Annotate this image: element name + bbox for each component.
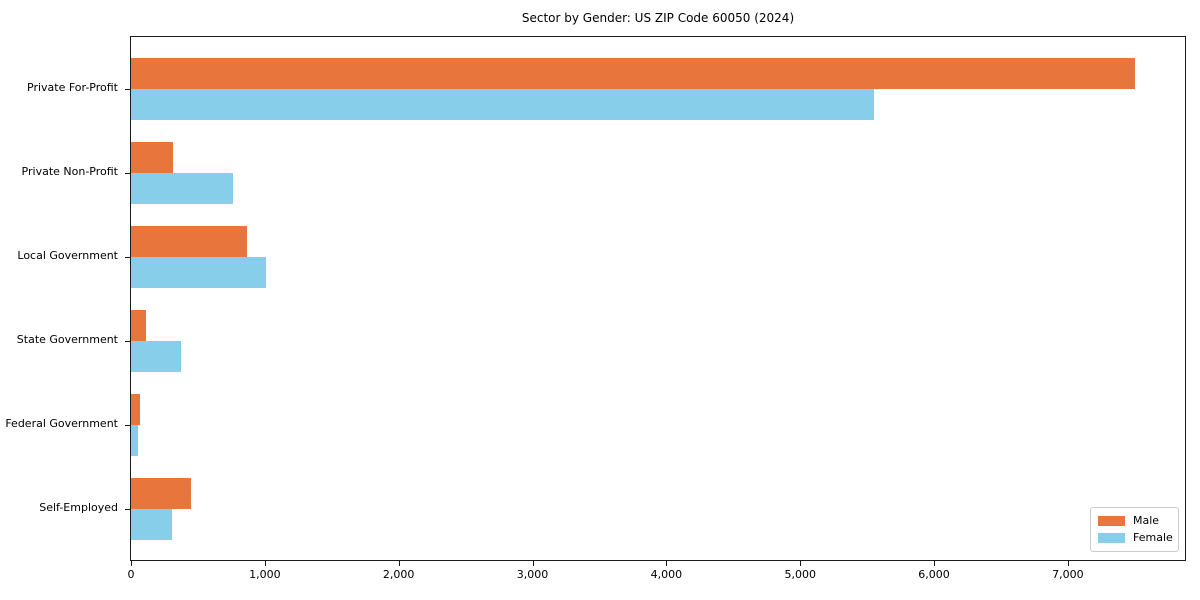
x-tick-5 bbox=[666, 560, 668, 566]
x-tick-label-2: 1,000 bbox=[249, 568, 281, 581]
x-tick-label-8: 7,000 bbox=[1052, 568, 1084, 581]
x-tick-8 bbox=[1067, 560, 1069, 566]
male-legend-swatch bbox=[1098, 516, 1125, 526]
x-tick-label-6: 5,000 bbox=[784, 568, 816, 581]
bar-female-2 bbox=[131, 173, 233, 204]
legend-row-female: Female bbox=[1098, 531, 1173, 544]
bar-female-3 bbox=[131, 257, 267, 288]
x-tick-label-5: 4,000 bbox=[650, 568, 683, 581]
bar-male-4 bbox=[131, 310, 146, 341]
female-legend-swatch bbox=[1098, 533, 1125, 543]
y-tick-4 bbox=[125, 341, 130, 342]
y-tick-1 bbox=[125, 89, 130, 90]
x-tick-label-7: 6,000 bbox=[918, 568, 950, 581]
x-tick-label-3: 2,000 bbox=[382, 568, 415, 581]
y-label-2: Private Non-Profit bbox=[21, 165, 118, 178]
legend: Male Female bbox=[1090, 507, 1179, 552]
y-tick-3 bbox=[125, 257, 130, 258]
chart-title: Sector by Gender: US ZIP Code 60050 (202… bbox=[521, 11, 795, 25]
bar-female-5 bbox=[131, 425, 139, 456]
bar-male-2 bbox=[131, 142, 174, 173]
bar-female-6 bbox=[131, 509, 173, 540]
bar-female-4 bbox=[131, 341, 182, 372]
legend-row-male: Male bbox=[1098, 515, 1171, 527]
x-tick-label-4: 3,000 bbox=[516, 568, 549, 581]
x-tick-3 bbox=[398, 560, 400, 566]
bar-male-6 bbox=[131, 478, 191, 509]
plot-area: Male Female 0 1,000 2,000 3,000 4,000 5,000 6,… bbox=[125, 36, 1186, 581]
y-label-4: State Government bbox=[16, 333, 118, 346]
bar-male-5 bbox=[131, 394, 141, 425]
y-axis-labels: Private For-Profit Private Non-Profit Loca… bbox=[0, 36, 122, 561]
y-label-6: Self-Employed bbox=[39, 501, 118, 514]
y-tick-2 bbox=[125, 173, 130, 174]
x-tick-label-1: 0 bbox=[127, 568, 135, 581]
y-label-5: Federal Government bbox=[5, 417, 118, 430]
x-tick-6 bbox=[800, 560, 802, 566]
male-legend-label: Male bbox=[1133, 514, 1160, 527]
female-legend-label: Female bbox=[1133, 531, 1173, 544]
x-tick-2 bbox=[264, 560, 266, 566]
bar-male-3 bbox=[131, 226, 248, 257]
y-label-1: Private For-Profit bbox=[27, 81, 118, 94]
bar-male-1 bbox=[131, 58, 1135, 89]
y-label-3: Local Government bbox=[17, 249, 118, 262]
y-tick-5 bbox=[125, 425, 130, 426]
x-tick-4 bbox=[532, 560, 534, 566]
x-tick-1 bbox=[131, 560, 132, 566]
x-tick-7 bbox=[934, 560, 936, 566]
bar-female-1 bbox=[131, 89, 874, 120]
y-tick-6 bbox=[125, 509, 130, 510]
